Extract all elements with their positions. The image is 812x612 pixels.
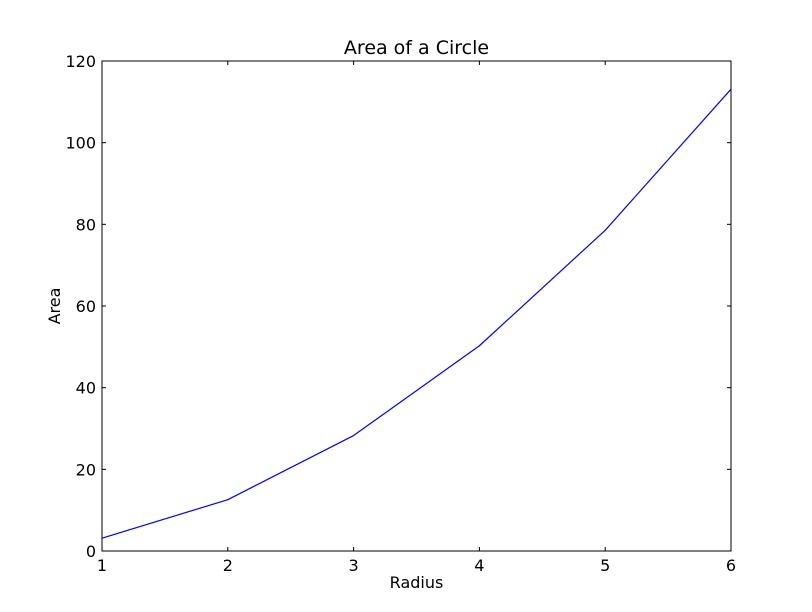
x-tick-label: 6 — [726, 556, 736, 575]
x-tick-label: 3 — [349, 556, 359, 575]
x-axis: 1 2 3 4 5 6 — [97, 61, 736, 575]
data-point — [604, 229, 606, 231]
data-point — [353, 434, 355, 437]
y-tick-label: 120 — [65, 52, 96, 71]
chart-title: Area of a Circle — [344, 37, 489, 59]
x-axis-title: Radius — [390, 573, 444, 592]
x-tick-label: 4 — [474, 556, 484, 575]
y-tick-label: 60 — [76, 297, 96, 316]
y-axis: 0 20 40 60 80 100 120 — [65, 52, 731, 561]
x-tick-label: 2 — [223, 556, 233, 575]
x-tick-label: 5 — [600, 556, 610, 575]
data-point — [730, 88, 732, 90]
y-tick-label: 40 — [76, 379, 96, 398]
y-tick-label: 20 — [76, 460, 96, 479]
data-point — [227, 499, 229, 501]
y-tick-label: 0 — [86, 542, 96, 561]
data-point — [478, 345, 480, 347]
data-point — [101, 537, 103, 539]
plot-frame — [101, 60, 732, 552]
y-tick-label: 80 — [76, 215, 96, 234]
y-axis-title: Area — [45, 288, 64, 325]
x-tick-label: 1 — [97, 556, 107, 575]
plot-area — [101, 60, 732, 552]
series — [101, 88, 732, 539]
y-tick-label: 100 — [65, 134, 96, 153]
series-line-0 — [101, 88, 732, 539]
